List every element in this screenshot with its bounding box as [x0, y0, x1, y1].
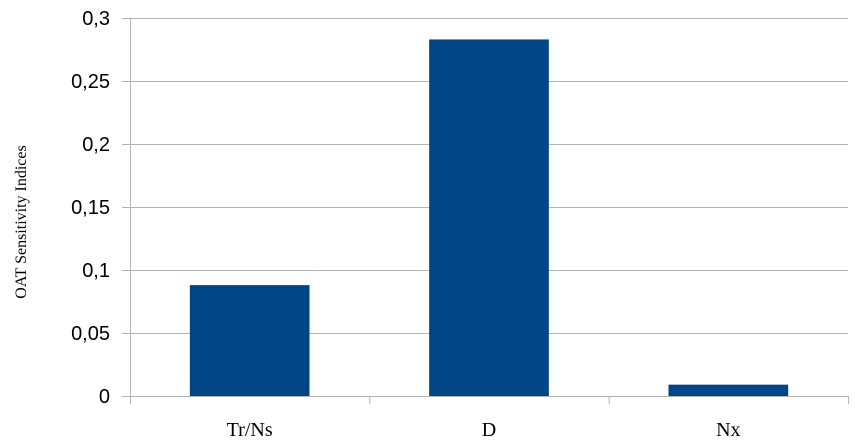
bar-d	[429, 39, 549, 397]
y-tick-label: 0,3	[82, 8, 110, 30]
y-tick-labels: 0 0,05 0,1 0,15 0,2 0,25 0,3	[71, 8, 110, 408]
y-tick-label: 0,1	[82, 260, 110, 282]
y-tick-label: 0	[99, 386, 110, 408]
y-tick-label: 0,25	[71, 71, 110, 93]
y-tick-label: 0,15	[71, 197, 110, 219]
y-axis-title: OAT Sensitivity Indices	[13, 145, 30, 298]
bar-tr-ns	[189, 285, 310, 396]
axes	[122, 18, 849, 404]
x-tick-label: Nx	[716, 419, 740, 441]
x-tick-label: Tr/Ns	[227, 419, 273, 441]
y-tick-label: 0,2	[82, 134, 110, 156]
y-tick-label: 0,05	[71, 323, 110, 345]
x-tick-label: D	[482, 419, 496, 441]
x-tick-labels: Tr/Ns D Nx	[227, 419, 741, 441]
bars	[189, 39, 789, 397]
bar-nx	[668, 384, 789, 396]
